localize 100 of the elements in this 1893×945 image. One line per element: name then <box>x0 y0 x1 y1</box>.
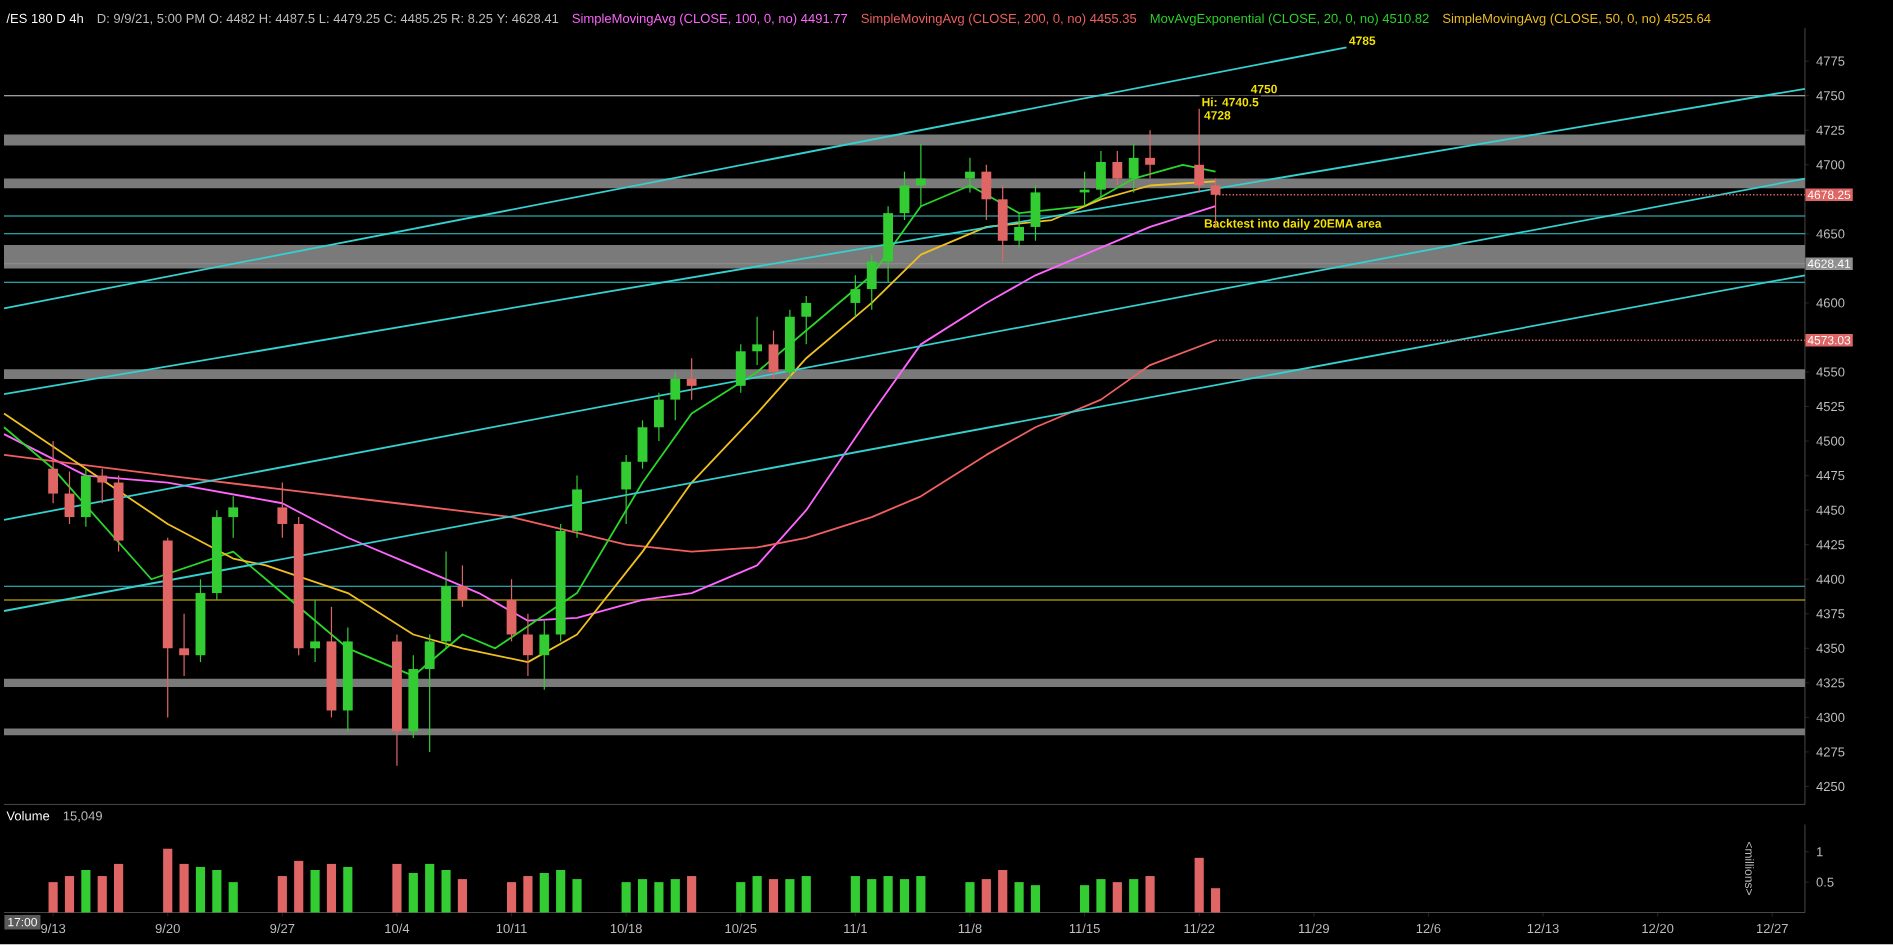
bar <box>981 879 991 913</box>
candlestick <box>1112 150 1123 187</box>
x-tick-label: 11/22 <box>1184 923 1215 934</box>
bar <box>212 870 222 913</box>
bar <box>1080 885 1090 913</box>
x-tick-label: 9/27 <box>270 923 295 934</box>
x-tick-label: 10/4 <box>385 923 410 934</box>
candlestick <box>1194 108 1205 194</box>
x-tick-label: 11/15 <box>1069 923 1100 934</box>
bar <box>506 882 517 913</box>
bar <box>1194 858 1204 913</box>
y-tick-label: 4325 <box>1816 678 1845 688</box>
bar <box>1112 882 1122 913</box>
y-axis-title: <millions> <box>1745 842 1754 896</box>
x-tick-label: 11/8 <box>958 923 982 934</box>
y-tick-label: 4725 <box>1816 125 1845 136</box>
text: SimpleMovingAvg (CLOSE, 200, 0, no) 4455.35 <box>861 13 1137 26</box>
bar <box>343 867 353 913</box>
x-tick-label: 10/25 <box>725 923 757 934</box>
bar <box>883 876 893 913</box>
bar <box>195 867 206 913</box>
bar <box>64 876 75 913</box>
y-tick-label: 4775 <box>1816 56 1845 66</box>
candlestick <box>64 471 75 525</box>
candlestick <box>801 295 812 346</box>
x-tick-label: 12/20 <box>1642 923 1674 934</box>
y-tick-label: 4700 <box>1816 160 1845 170</box>
annotation: 4785 <box>1349 36 1376 46</box>
bar <box>621 882 631 913</box>
bar <box>97 876 107 913</box>
candlestick <box>228 495 239 539</box>
bar <box>867 879 877 913</box>
y-tick-label: 1 <box>1817 847 1823 857</box>
bar <box>81 870 91 913</box>
candlestick <box>277 482 288 539</box>
bar <box>277 876 287 913</box>
bar <box>326 864 337 913</box>
x-tick-label: 12/27 <box>1756 923 1788 934</box>
bar <box>294 861 304 913</box>
x-tick-label: 10/18 <box>610 923 642 934</box>
bar <box>48 882 58 913</box>
bar <box>1145 876 1155 913</box>
y-tick-label: 4750 <box>1816 91 1845 101</box>
bar <box>556 870 566 913</box>
text: MovAvgExponential (CLOSE, 20, 0, no) 4510.82 <box>1150 13 1429 26</box>
bar <box>114 864 124 913</box>
x-tick-label: 10/11 <box>496 923 527 934</box>
bar <box>1096 879 1106 913</box>
candlestick <box>97 468 108 505</box>
bar <box>408 873 418 913</box>
bar <box>998 870 1008 913</box>
bar <box>654 882 664 913</box>
bar <box>457 879 468 913</box>
candlestick <box>670 371 681 422</box>
bar <box>965 882 975 913</box>
x-tick-label: 9/13 <box>41 923 66 934</box>
chart-subtitle: 15,049 <box>63 811 102 823</box>
bar <box>392 864 402 913</box>
candlestick <box>850 274 861 318</box>
x-tick-label: 11/29 <box>1299 923 1329 934</box>
y-tick-label: 4275 <box>1816 747 1845 757</box>
x-tick-label: 12/6 <box>1416 923 1441 934</box>
bar <box>785 879 795 913</box>
candlestick <box>310 599 320 663</box>
annotation: 4678.25 <box>1807 190 1851 200</box>
candlestick <box>1145 129 1155 180</box>
y-tick-label: 4425 <box>1816 540 1845 550</box>
candlestick <box>686 357 697 401</box>
bar <box>899 879 910 913</box>
x-tick-label: 11/1 <box>844 923 867 934</box>
y-tick-label: 4475 <box>1816 471 1845 481</box>
bar <box>801 876 811 913</box>
candlestick <box>539 620 550 691</box>
chart-title: /ES 180 D 4h <box>6 13 83 24</box>
bar <box>441 870 451 913</box>
candlestick <box>1014 212 1024 249</box>
ref-line-label: 4628.41 <box>1807 259 1851 269</box>
bar <box>1210 888 1221 913</box>
candlestick <box>457 565 468 608</box>
annotation: Hi: 4740.5 <box>1202 97 1259 107</box>
bar <box>670 879 680 913</box>
y-tick-label: 4600 <box>1816 298 1845 308</box>
bar <box>1030 885 1041 913</box>
bar <box>1129 879 1139 913</box>
bar <box>572 879 582 913</box>
candlestick <box>752 316 763 366</box>
y-tick-label: 4250 <box>1816 782 1845 792</box>
bar <box>916 876 926 913</box>
candlestick <box>523 613 533 677</box>
line-series <box>3 339 1217 553</box>
y-tick-label: 4500 <box>1816 436 1845 446</box>
annotation: 4750 <box>1250 85 1277 94</box>
bar <box>179 864 189 913</box>
y-tick-label: 4300 <box>1816 713 1845 723</box>
text: 17:00 <box>8 918 37 927</box>
y-tick-label: 0.5 <box>1816 877 1834 887</box>
y-tick-label: 4525 <box>1816 402 1845 412</box>
bar <box>850 876 860 913</box>
y-tick-label: 4350 <box>1816 643 1845 654</box>
text: SimpleMovingAvg (CLOSE, 50, 0, no) 4525.64 <box>1442 13 1711 26</box>
